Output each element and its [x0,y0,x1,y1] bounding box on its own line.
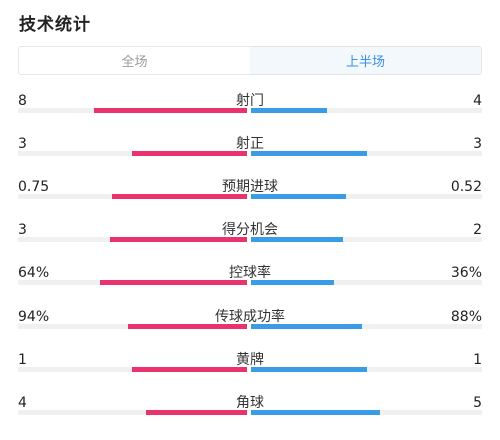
away-bar-track [251,237,482,242]
stat-away-value: 2 [473,222,482,238]
stat-row: 3 得分机会 2 [0,222,500,265]
home-bar-track [18,324,247,329]
away-bar-track [251,410,482,415]
away-bar [251,151,367,156]
home-bar [110,237,247,242]
stat-home-value: 94% [18,309,50,325]
stat-away-value: 1 [473,352,482,368]
stat-row: 4 角球 5 [0,395,500,438]
away-bar-track [251,108,482,113]
stat-home-value: 4 [18,395,27,411]
stat-away-value: 88% [450,309,482,325]
stat-away-value: 4 [473,93,482,109]
home-bar [132,367,247,372]
home-bar [132,151,247,156]
period-tabs: 全场 上半场 [18,46,482,75]
away-bar-track [251,280,482,285]
stat-row: 64% 控球率 36% [0,265,500,308]
home-bar-track [18,237,247,242]
stat-label: 得分机会 [222,222,278,238]
away-bar-track [251,194,482,199]
home-bar [94,108,247,113]
stat-away-value: 3 [473,136,482,152]
away-bar [251,410,380,415]
away-bar [251,108,327,113]
stat-label: 黄牌 [236,352,264,368]
home-bar [112,194,247,199]
home-bar-track [18,194,247,199]
stat-away-value: 0.52 [450,179,482,195]
home-bar [100,280,247,285]
stat-home-value: 0.75 [18,179,50,195]
stat-row: 8 射门 4 [0,93,500,136]
tab-full-match[interactable]: 全场 [121,55,148,70]
away-bar [251,237,343,242]
stat-home-value: 3 [18,222,27,238]
away-bar [251,367,367,372]
stat-label: 传球成功率 [215,309,285,325]
home-bar-track [18,151,247,156]
home-bar [146,410,247,415]
stat-row: 3 射正 3 [0,136,500,179]
stat-label: 射正 [236,136,264,152]
stat-label: 控球率 [229,265,271,281]
stat-label: 预期进球 [222,179,278,195]
home-bar [128,324,247,329]
home-bar-track [18,367,247,372]
page-title: 技术统计 [19,15,91,35]
stat-away-value: 5 [473,395,482,411]
stat-home-value: 1 [18,352,27,368]
away-bar [251,194,346,199]
stat-row: 94% 传球成功率 88% [0,309,500,352]
away-bar-track [251,151,482,156]
stat-home-value: 8 [18,93,27,109]
home-bar-track [18,410,247,415]
stat-label: 射门 [236,93,264,109]
away-bar-track [251,367,482,372]
stat-row: 1 黄牌 1 [0,352,500,395]
away-bar [251,324,362,329]
away-bar [251,280,334,285]
stat-label: 角球 [236,395,264,411]
home-bar-track [18,280,247,285]
away-bar-track [251,324,482,329]
home-bar-track [18,108,247,113]
stat-home-value: 64% [18,265,50,281]
stat-row: 0.75 预期进球 0.52 [0,179,500,222]
tab-first-half[interactable]: 上半场 [250,47,481,74]
stat-away-value: 36% [450,265,482,281]
stat-home-value: 3 [18,136,27,152]
